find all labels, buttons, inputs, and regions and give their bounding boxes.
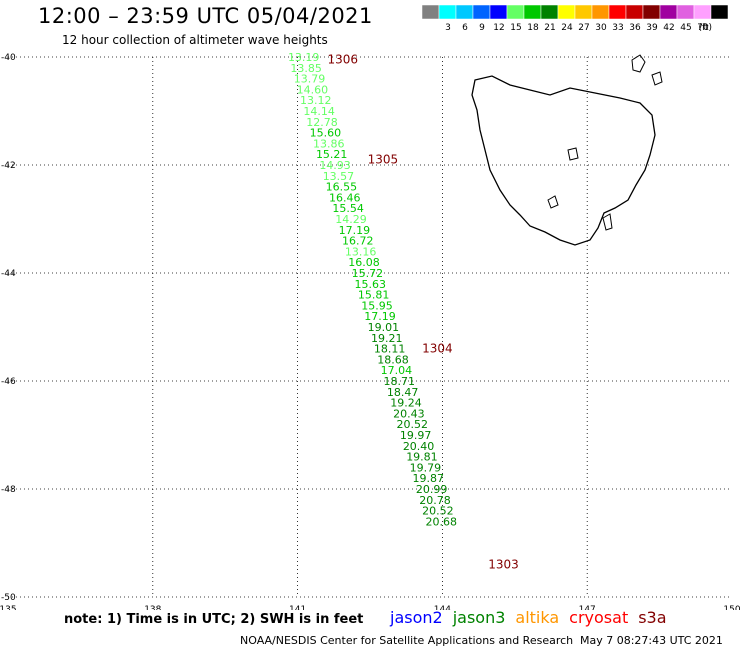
swh-value: 16.55 — [326, 181, 358, 194]
legend-label: 24 — [561, 23, 573, 33]
footer-note: note: 1) Time is in UTC; 2) SWH is in fe… — [64, 612, 364, 627]
swh-value: 19.24 — [390, 397, 422, 410]
lon-tick-label: 144 — [434, 605, 451, 610]
swh-value: 13.57 — [323, 170, 355, 183]
swh-value: 13.79 — [294, 73, 326, 86]
swh-value: 15.63 — [355, 278, 387, 291]
satellite-name: cryosat — [569, 608, 629, 627]
lat-tick-label: -48 — [1, 485, 16, 495]
legend-label: 15 — [510, 23, 521, 33]
legend-label: 36 — [629, 23, 641, 33]
swh-value: 16.46 — [329, 191, 361, 204]
legend-label: 6 — [462, 23, 468, 33]
swh-value: 20.99 — [416, 483, 448, 496]
legend-label: 70 — [697, 23, 709, 33]
swh-value: 14.93 — [319, 159, 351, 172]
swh-value: 13.86 — [313, 137, 345, 150]
swh-value: 20.52 — [397, 418, 429, 431]
swh-value: 15.72 — [352, 267, 384, 280]
swh-value: 14.60 — [297, 83, 329, 96]
page-title: 12:00 – 23:59 UTC 05/04/2021 — [38, 4, 373, 28]
swh-value: 13.19 — [288, 51, 320, 64]
tasmania-coastline — [471, 54, 663, 246]
legend-swatch — [710, 4, 729, 20]
swh-value: 14.29 — [335, 213, 367, 226]
lat-tick-label: -46 — [1, 377, 16, 387]
swh-value: 19.21 — [371, 332, 403, 345]
satellite-name: jason2 — [390, 608, 443, 627]
legend-label: 30 — [595, 23, 607, 33]
swh-value: 19.87 — [412, 472, 444, 485]
lon-tick-label: 135 — [0, 605, 17, 610]
swh-value: 18.11 — [374, 343, 406, 356]
swh-value: 17.19 — [339, 224, 371, 237]
swh-value: 20.40 — [403, 440, 435, 453]
swh-value: 13.12 — [300, 94, 332, 107]
swh-value: 18.68 — [377, 353, 409, 366]
swh-value: 17.19 — [364, 310, 396, 323]
swh-value: 19.01 — [368, 321, 400, 334]
swh-value: 20.78 — [419, 494, 451, 507]
lon-tick-label: 138 — [144, 605, 161, 610]
swh-value: 12.78 — [306, 116, 338, 129]
swh-value: 17.04 — [381, 364, 413, 377]
lon-tick-label: 141 — [289, 605, 306, 610]
legend-label: 18 — [527, 23, 539, 33]
satellite-legend: jason2 jason3 altika cryosat s3a — [390, 608, 677, 627]
swh-value: 16.72 — [342, 235, 374, 248]
lon-tick-label: 147 — [579, 605, 596, 610]
swh-value: 15.95 — [361, 299, 393, 312]
swh-value: 20.52 — [422, 505, 454, 518]
map-grid: 135 138 141 144 147 150 -40 -42 -44 -46 -48 -50 — [0, 53, 740, 610]
time-label: 1306 — [328, 53, 359, 67]
swh-value: 14.14 — [303, 105, 335, 118]
swh-value: 16.08 — [348, 256, 380, 269]
swh-value: 15.54 — [332, 202, 364, 215]
swh-value: 15.60 — [310, 127, 342, 140]
swh-value: 13.85 — [290, 62, 322, 75]
legend-label: 3 — [445, 23, 451, 33]
swh-value: 15.21 — [316, 148, 348, 161]
swh-value: 13.16 — [345, 245, 377, 258]
legend-unit: (ft) — [698, 23, 712, 33]
time-label: 1305 — [368, 153, 399, 167]
swh-value: 18.47 — [387, 386, 419, 399]
satellite-name: jason3 — [452, 608, 506, 627]
lon-tick-label: 150 — [723, 605, 740, 610]
legend-label: 9 — [479, 23, 485, 33]
lat-tick-label: -50 — [1, 593, 16, 603]
swh-value: 20.68 — [426, 515, 458, 528]
time-label: 1304 — [422, 342, 453, 356]
legend-label: 12 — [493, 23, 504, 33]
legend-label: 42 — [663, 23, 674, 33]
footer-credit: NOAA/NESDIS Center for Satellite Applica… — [240, 634, 574, 647]
swh-value: 19.79 — [410, 461, 442, 474]
time-label: 1303 — [488, 558, 519, 572]
legend-label: 27 — [578, 23, 589, 33]
track-labels: 13.1913.8513.7914.6013.1214.1412.7815.60… — [288, 51, 519, 572]
legend-label: 33 — [612, 23, 623, 33]
legend-label: 45 — [680, 23, 691, 33]
swh-value: 15.81 — [358, 289, 390, 302]
legend-label: 39 — [646, 23, 658, 33]
swh-value: 18.71 — [384, 375, 416, 388]
footer-timestamp: May 7 08:27:43 UTC 2021 — [580, 634, 723, 647]
lat-tick-label: -44 — [1, 269, 16, 279]
swh-value: 19.97 — [400, 429, 432, 442]
lat-tick-label: -42 — [1, 161, 16, 171]
satellite-name: s3a — [638, 608, 667, 627]
color-legend: 3 6 9 12 15 18 21 24 27 30 33 36 39 42 45 70(ft) — [421, 4, 729, 33]
swh-value: 19.81 — [406, 451, 438, 464]
wave-height-map: 135 138 141 144 147 150 -40 -42 -44 -46 -48 -50 13.… — [0, 51, 740, 610]
page-subtitle: 12 hour collection of altimeter wave hei… — [62, 33, 328, 47]
lat-tick-label: -40 — [1, 53, 16, 63]
swh-value: 20.43 — [393, 407, 425, 420]
legend-label: 21 — [544, 23, 555, 33]
satellite-name: altika — [515, 608, 560, 627]
